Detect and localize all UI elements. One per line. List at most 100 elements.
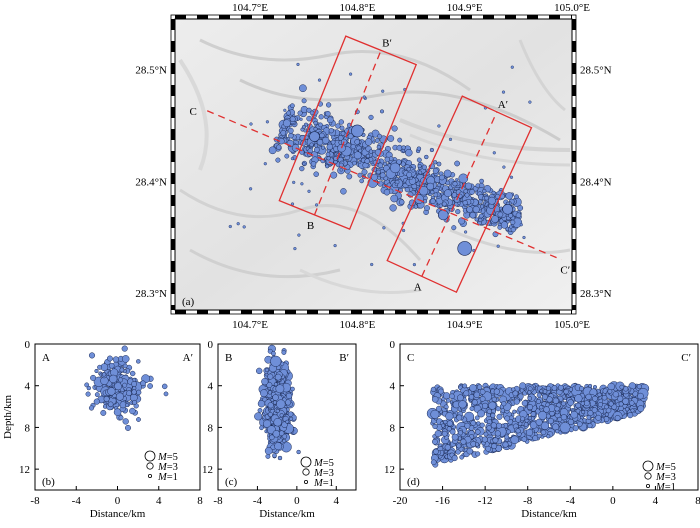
map-x-tick-bottom: 104.7°E xyxy=(232,319,268,331)
map-event xyxy=(379,109,385,114)
profile-end-label: A′ xyxy=(498,99,508,111)
profile-event xyxy=(572,425,579,432)
map-event xyxy=(287,127,294,134)
map-y-tick-right: 28.3°N xyxy=(580,288,612,300)
profile-event xyxy=(543,406,550,413)
map-event xyxy=(441,201,447,207)
profile-event xyxy=(535,418,543,426)
profile-event xyxy=(279,413,284,418)
map-event xyxy=(339,168,343,172)
map-event xyxy=(353,151,362,160)
profile-event xyxy=(557,384,564,391)
map-event xyxy=(302,162,306,166)
map-event xyxy=(411,169,415,173)
profile-event xyxy=(125,403,130,408)
profile-event xyxy=(107,387,116,396)
map-event xyxy=(318,122,323,128)
profile-event xyxy=(446,426,452,432)
profile-event xyxy=(122,363,128,369)
profile-event xyxy=(527,390,532,395)
legend-symbol xyxy=(144,450,156,462)
map-x-tick-top: 105.0°E xyxy=(554,2,590,14)
map-event xyxy=(389,162,401,174)
profile-event xyxy=(546,434,551,439)
map-event xyxy=(288,133,294,139)
map-event xyxy=(301,98,307,104)
profile-event xyxy=(568,387,574,392)
border-tick xyxy=(175,15,186,19)
x-tick-label: -8 xyxy=(30,495,40,507)
map-event xyxy=(394,182,398,186)
profile-event xyxy=(287,411,294,417)
border-tick xyxy=(572,63,576,74)
profile-event xyxy=(136,417,141,422)
border-tick xyxy=(572,151,576,162)
legend-symbol xyxy=(646,483,651,488)
map-event xyxy=(376,169,381,175)
map-event xyxy=(318,114,324,120)
profile-event xyxy=(285,399,292,406)
profile-event xyxy=(129,370,136,377)
profile-event xyxy=(494,430,501,437)
map-event xyxy=(330,171,338,179)
border-tick xyxy=(439,310,450,314)
profile-event xyxy=(163,391,169,397)
map-event xyxy=(299,165,305,172)
profile-event xyxy=(527,415,533,421)
map-event xyxy=(398,199,405,205)
x-tick-label: -4 xyxy=(72,495,82,507)
profile-event xyxy=(476,384,483,390)
profile-event xyxy=(277,455,283,461)
profile-event xyxy=(476,421,481,426)
x-axis-label: Distance/km xyxy=(259,508,315,520)
map-event xyxy=(379,172,386,179)
map-event-large xyxy=(309,131,320,142)
profile-event xyxy=(491,443,498,450)
profile-panel-b: -8 -4 0 4 8 0 4 8 12 A A′ (b) Distance/km M=5M=3M=1 xyxy=(19,339,203,520)
map-event xyxy=(236,222,240,226)
map-event xyxy=(300,182,304,186)
profile-event xyxy=(115,392,124,401)
x-tick-label: 0 xyxy=(115,495,121,507)
map-event xyxy=(515,212,522,219)
map-event xyxy=(433,192,439,198)
legend-symbol xyxy=(303,479,308,484)
profile-event xyxy=(597,392,602,397)
map-event xyxy=(479,204,485,209)
profile-event xyxy=(435,405,442,412)
map-event xyxy=(444,189,452,198)
legend-label: M=3 xyxy=(655,472,676,483)
profile-event xyxy=(554,406,560,412)
map-event xyxy=(482,188,487,194)
map-event xyxy=(301,124,307,130)
map-event xyxy=(389,204,397,212)
profile-event xyxy=(274,373,282,381)
map-event xyxy=(496,244,500,248)
map-event xyxy=(322,136,330,145)
profile-event xyxy=(520,416,526,422)
map-event xyxy=(464,192,470,198)
map-event xyxy=(466,206,474,213)
map-event xyxy=(491,215,499,223)
profile-event xyxy=(464,422,471,429)
map-y-tick-left: 28.5°N xyxy=(135,64,167,76)
map-event xyxy=(309,142,314,147)
map-event xyxy=(443,169,452,178)
legend-symbol xyxy=(644,472,652,480)
map-event xyxy=(409,176,413,180)
profile-event xyxy=(90,374,97,381)
map-event xyxy=(282,119,291,128)
profile-event xyxy=(273,417,282,427)
map-x-tick-top: 104.8°E xyxy=(339,2,375,14)
map-event xyxy=(228,224,232,229)
profile-event xyxy=(595,414,602,421)
profile-event xyxy=(107,401,114,408)
profile-event xyxy=(267,402,274,409)
legend-label: M=5 xyxy=(655,462,676,473)
map-x-tick-bottom: 105.0°E xyxy=(554,319,590,331)
border-tick xyxy=(175,310,186,314)
map-event xyxy=(457,201,461,205)
profile-event xyxy=(495,406,501,412)
profile-start-label: C xyxy=(190,106,197,118)
profile-event xyxy=(576,421,583,427)
